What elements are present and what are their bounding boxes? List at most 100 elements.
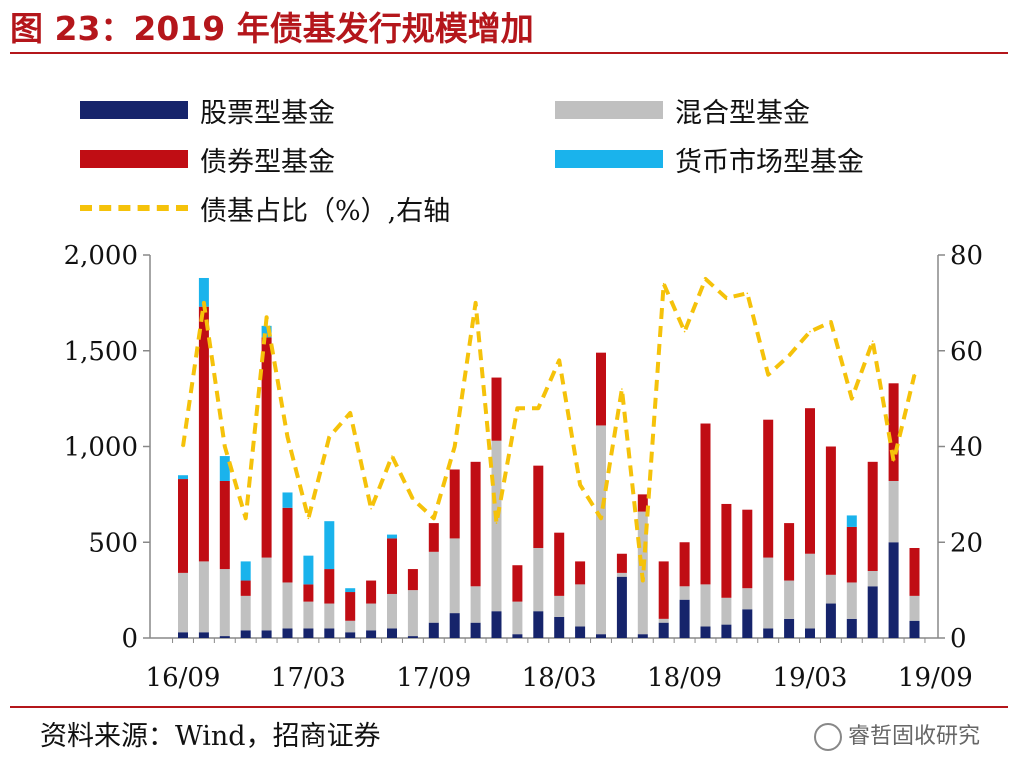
bar-stock <box>428 622 439 638</box>
bar-mixed <box>846 582 857 619</box>
bar-bond <box>178 479 188 573</box>
bar-mixed <box>825 574 836 604</box>
bar-mixed <box>261 557 272 631</box>
ratio-point <box>453 445 456 448</box>
bar-stock <box>407 636 418 638</box>
bar-bond <box>261 337 272 558</box>
bar-stock <box>658 622 669 638</box>
bar-stock <box>366 630 377 638</box>
bar-bond <box>679 542 690 587</box>
bar-bond <box>846 526 857 583</box>
ratio-point <box>767 373 769 376</box>
y-left-tick-label: 2,000 <box>64 241 138 271</box>
bar-mixed <box>909 595 920 621</box>
bar-bond <box>763 419 774 558</box>
legend-label-money: 货币市场型基金 <box>675 146 864 178</box>
ratio-point <box>871 340 874 342</box>
bar-bond <box>345 592 356 621</box>
ratio-point <box>244 517 247 520</box>
y-left-tick-label: 1,000 <box>64 433 138 463</box>
bar-stock <box>596 634 606 638</box>
bar-money <box>387 534 397 539</box>
legend-swatch-money <box>555 150 663 168</box>
bar-stock <box>721 624 732 638</box>
bar-mixed <box>784 580 795 619</box>
brand-label: 睿哲固收研究 <box>847 724 980 749</box>
bar-bond <box>616 553 627 573</box>
legend-item-money: 货币市场型基金 <box>555 139 864 179</box>
bar-stock <box>805 628 815 638</box>
bar-stock <box>763 628 774 638</box>
ratio-point <box>558 359 560 362</box>
bar-bond <box>784 523 795 581</box>
y-right-tick-label: 20 <box>950 528 983 558</box>
bar-mixed <box>198 561 209 633</box>
bar-mixed <box>387 593 397 629</box>
ratio-point <box>809 330 811 333</box>
bar-stock <box>867 586 878 638</box>
bar-mixed <box>219 569 230 637</box>
bar-mixed <box>240 595 251 631</box>
legend-item-ratio: 债基占比（%）,右轴 <box>80 188 450 228</box>
y-left-tick-label: 0 <box>121 624 138 654</box>
bar-bond <box>658 561 669 619</box>
chart-title: 图 23：2019 年债基发行规模增加 <box>10 9 534 48</box>
bar-stock <box>303 628 314 638</box>
bar-bond <box>512 565 523 602</box>
title-rule <box>10 52 1008 54</box>
ratio-point <box>433 517 435 520</box>
bar-stock <box>491 611 502 638</box>
bar-mixed <box>596 425 606 635</box>
brand: 睿哲固收研究 <box>813 718 980 751</box>
bar-stock <box>449 613 460 638</box>
bar-stock <box>575 626 586 638</box>
bar-bond <box>742 509 753 589</box>
bar-mixed <box>407 590 418 637</box>
bar-mixed <box>700 584 711 627</box>
bar-mixed <box>616 572 627 577</box>
legend-swatch-stock <box>80 101 188 119</box>
ratio-point <box>662 282 665 285</box>
y-left-tick-label: 500 <box>88 528 138 558</box>
bar-bond <box>867 461 878 571</box>
bar-mixed <box>178 572 188 633</box>
bar-money <box>198 277 209 307</box>
bar-stock <box>282 628 293 638</box>
bar-stock <box>512 634 523 638</box>
x-tick-label: 19/09 <box>898 663 973 693</box>
bar-stock <box>825 603 836 638</box>
bar-stock <box>387 628 397 638</box>
bar-stock <box>470 622 481 638</box>
x-tick-label: 18/03 <box>522 663 597 693</box>
bar-mixed <box>721 597 732 625</box>
ratio-point <box>537 407 540 410</box>
bar-stock <box>679 599 690 638</box>
bar-mixed <box>867 570 878 587</box>
ratio-point <box>265 316 268 319</box>
bar-mixed <box>763 557 774 629</box>
bar-stock <box>198 632 209 638</box>
bar-mixed <box>491 440 502 612</box>
bar-mixed <box>679 586 690 600</box>
bar-mixed <box>533 547 544 612</box>
ratio-point <box>600 517 602 520</box>
bar-mixed <box>888 480 899 543</box>
ratio-point <box>412 498 414 500</box>
bar-mixed <box>428 551 439 623</box>
bar-mixed <box>345 620 356 633</box>
x-tick-label: 16/09 <box>146 663 221 693</box>
ratio-point <box>746 292 749 295</box>
bar-stock <box>784 618 795 638</box>
bar-bond <box>805 408 815 554</box>
ratio-point <box>224 445 226 448</box>
ratio-point <box>328 436 331 438</box>
ratio-point <box>307 517 310 520</box>
legend-label-ratio: 债基占比（%）,右轴 <box>200 195 451 227</box>
bar-bond <box>240 580 251 596</box>
ratio-point <box>474 302 477 304</box>
bar-bond <box>387 538 397 594</box>
axes: 0 500 1,000 1,500 2,000 0 20 40 60 80 16/09 17/03 17… <box>64 241 984 693</box>
bar-bond <box>428 523 439 552</box>
ratio-point <box>913 373 916 376</box>
